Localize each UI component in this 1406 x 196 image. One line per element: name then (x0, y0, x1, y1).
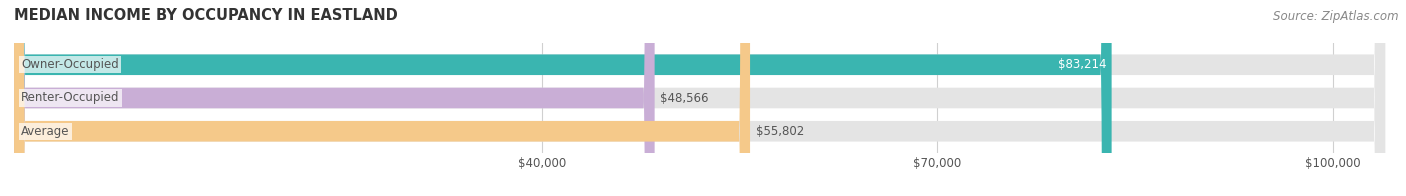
FancyBboxPatch shape (14, 0, 749, 196)
Text: $55,802: $55,802 (755, 125, 804, 138)
Text: Average: Average (21, 125, 69, 138)
Text: $83,214: $83,214 (1057, 58, 1107, 71)
Text: $48,566: $48,566 (661, 92, 709, 104)
FancyBboxPatch shape (14, 0, 1385, 196)
Text: Source: ZipAtlas.com: Source: ZipAtlas.com (1274, 10, 1399, 23)
FancyBboxPatch shape (14, 0, 1385, 196)
Text: Owner-Occupied: Owner-Occupied (21, 58, 118, 71)
FancyBboxPatch shape (14, 0, 1112, 196)
Text: Renter-Occupied: Renter-Occupied (21, 92, 120, 104)
FancyBboxPatch shape (14, 0, 655, 196)
Text: MEDIAN INCOME BY OCCUPANCY IN EASTLAND: MEDIAN INCOME BY OCCUPANCY IN EASTLAND (14, 8, 398, 23)
FancyBboxPatch shape (14, 0, 1385, 196)
